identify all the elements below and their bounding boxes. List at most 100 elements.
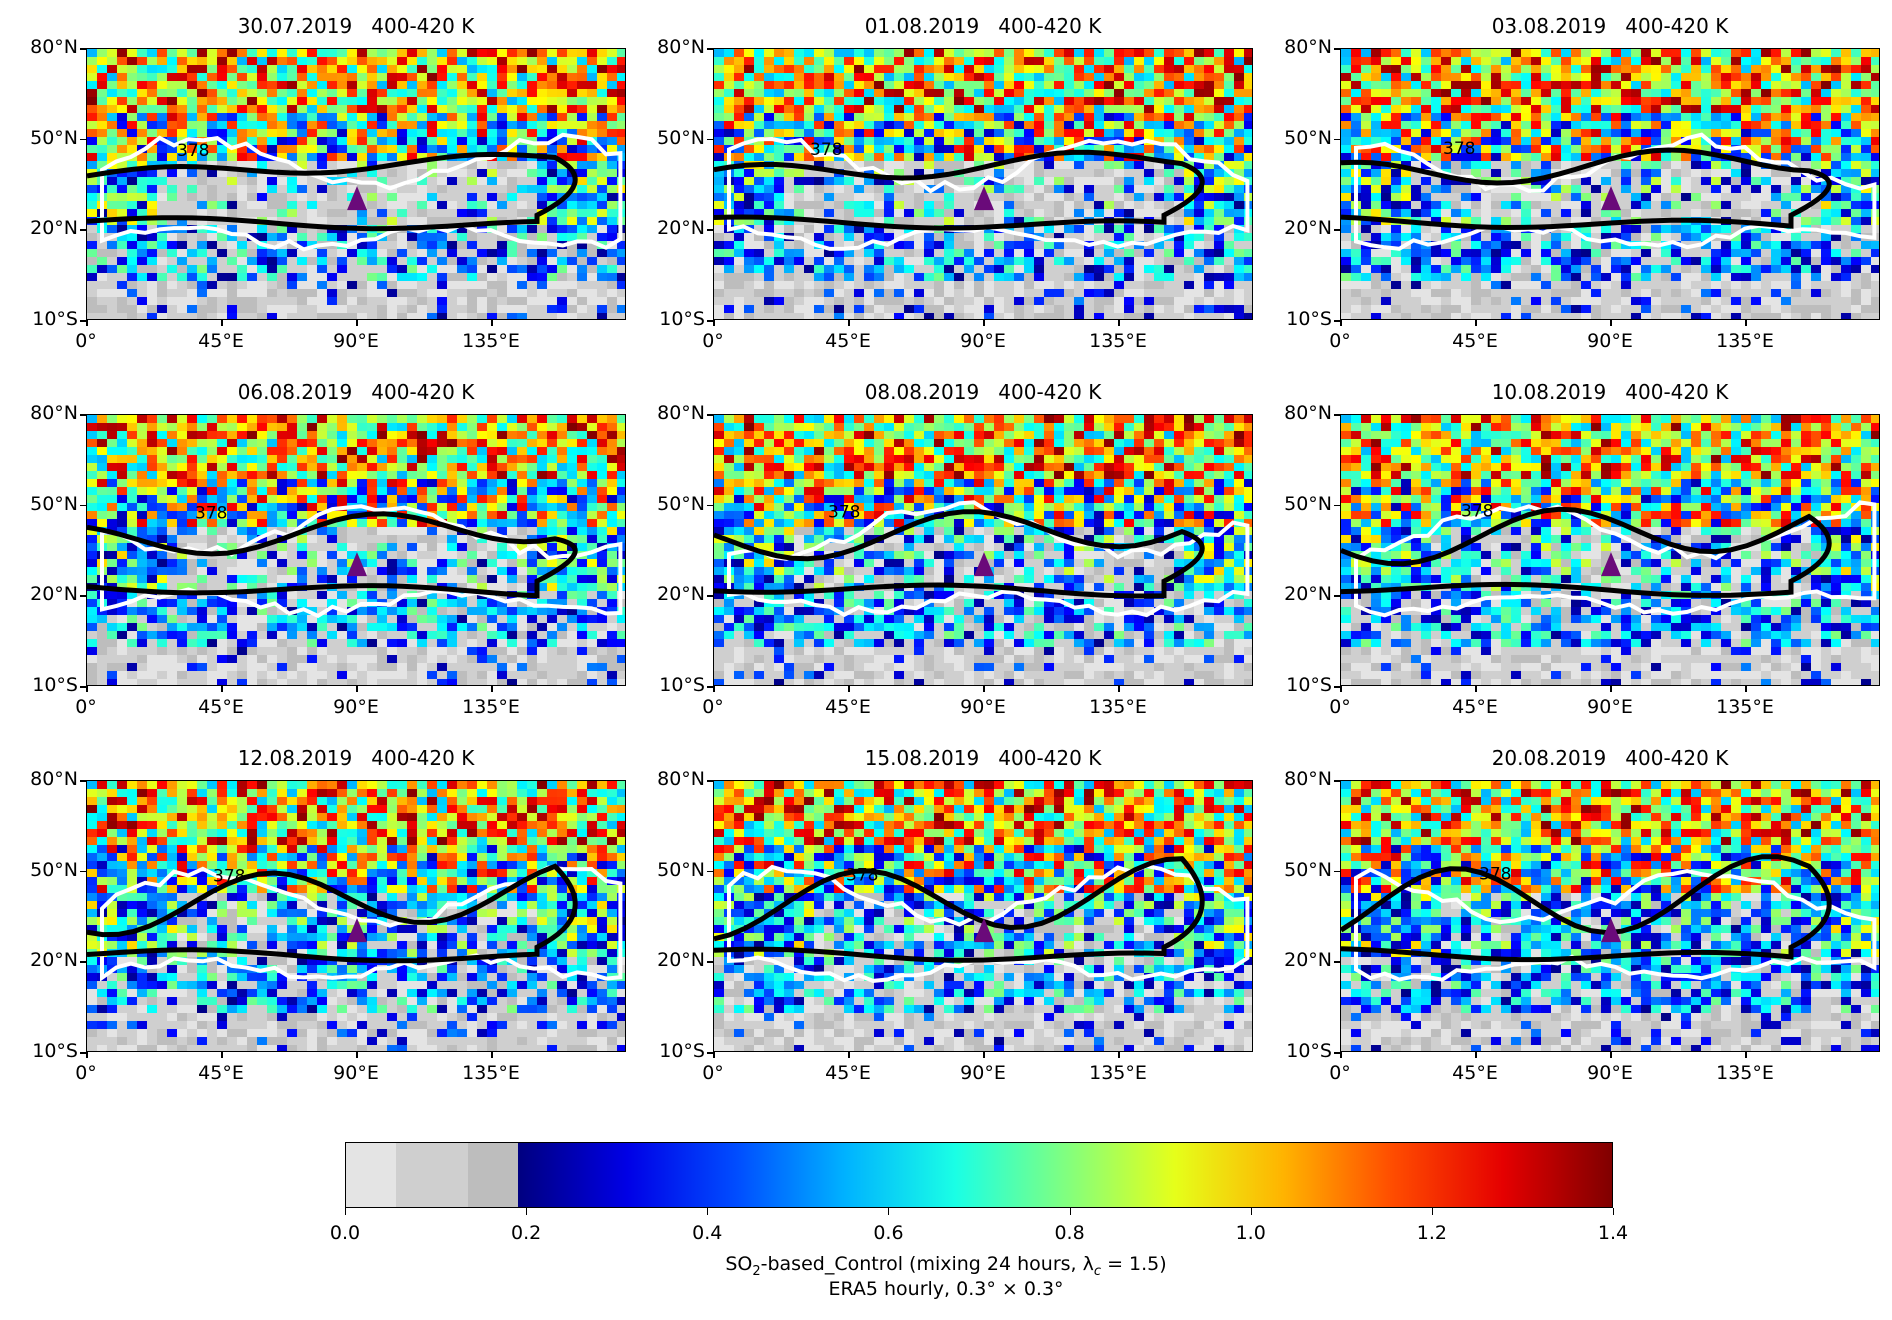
heatmap-cell (1014, 249, 1025, 258)
heatmap-cell (217, 121, 228, 130)
heatmap-cell (1341, 217, 1352, 226)
heatmap-cell (247, 273, 258, 282)
heatmap-cell (1104, 161, 1115, 170)
heatmap-cell (864, 161, 875, 170)
heatmap-cell (1114, 209, 1125, 218)
heatmap-cell (1701, 65, 1712, 74)
heatmap-cell (1034, 241, 1045, 250)
heatmap-cell (1381, 177, 1392, 186)
heatmap-cell (287, 185, 298, 194)
heatmap-cell (457, 65, 468, 74)
heatmap-cell (1461, 105, 1472, 114)
heatmap-cell (527, 145, 538, 154)
heatmap-cell (1691, 49, 1702, 58)
heatmap-cell (1551, 145, 1562, 154)
heatmap-cell (784, 273, 795, 282)
heatmap-cell (1811, 81, 1822, 90)
heatmap-cell (754, 145, 765, 154)
heatmap-cell (1064, 257, 1075, 266)
heatmap-cell (724, 97, 735, 106)
heatmap-cell (607, 225, 618, 234)
heatmap-cell (1441, 73, 1452, 82)
heatmap-cell (307, 193, 318, 202)
heatmap-cell (724, 57, 735, 66)
heatmap-cell (387, 281, 398, 290)
heatmap-cell (1094, 193, 1105, 202)
heatmap-cell (117, 241, 128, 250)
heatmap-cell (137, 305, 148, 314)
heatmap-cell (207, 121, 218, 130)
heatmap-cell (1611, 89, 1622, 98)
heatmap-cell (914, 209, 925, 218)
heatmap-cell (567, 161, 578, 170)
heatmap-cell (207, 145, 218, 154)
heatmap-cell (617, 297, 625, 306)
heatmap-cell (547, 49, 558, 58)
heatmap-cell (467, 81, 478, 90)
heatmap-cell (1611, 121, 1622, 130)
heatmap-cell (467, 281, 478, 290)
heatmap-cell (1381, 81, 1392, 90)
heatmap-cell (437, 169, 448, 178)
heatmap-cell (1721, 177, 1732, 186)
heatmap-cell (894, 257, 905, 266)
heatmap-cell (864, 129, 875, 138)
heatmap-cell (1074, 193, 1085, 202)
heatmap-cell (1361, 145, 1372, 154)
heatmap-cell (447, 249, 458, 258)
heatmap-cell (904, 113, 915, 122)
heatmap-cell (1541, 65, 1552, 74)
heatmap-cell (754, 217, 765, 226)
heatmap-cell (477, 113, 488, 122)
heatmap-cell (854, 137, 865, 146)
heatmap-cell (397, 257, 408, 266)
heatmap-cell (137, 217, 148, 226)
heatmap-cell (1044, 193, 1055, 202)
heatmap-cell (1004, 289, 1015, 298)
heatmap-cell (1024, 161, 1035, 170)
heatmap-cell (1511, 209, 1522, 218)
heatmap-cell (1074, 249, 1085, 258)
heatmap-cell (177, 169, 188, 178)
heatmap-cell (547, 105, 558, 114)
heatmap-cell (467, 273, 478, 282)
heatmap-cell (567, 217, 578, 226)
heatmap-cell (974, 177, 985, 186)
heatmap-cell (517, 209, 528, 218)
heatmap-cell (337, 265, 348, 274)
heatmap-cell (1771, 129, 1782, 138)
heatmap-cell (1084, 225, 1095, 234)
heatmap-cell (207, 297, 218, 306)
heatmap-cell (864, 73, 875, 82)
heatmap-cell (607, 137, 618, 146)
heatmap-cell (137, 225, 148, 234)
heatmap-cell (1014, 305, 1025, 314)
heatmap-cell (1451, 121, 1462, 130)
heatmap-cell (1034, 305, 1045, 314)
heatmap-cell (714, 169, 725, 178)
heatmap-cell (317, 249, 328, 258)
heatmap-cell (874, 185, 885, 194)
heatmap-cell (477, 249, 488, 258)
heatmap-cell (1391, 57, 1402, 66)
heatmap-cell (1771, 97, 1782, 106)
heatmap-cell (964, 281, 975, 290)
heatmap-cell (1194, 281, 1205, 290)
heatmap-cell (1014, 97, 1025, 106)
heatmap-cell (387, 97, 398, 106)
heatmap-cell (1861, 121, 1872, 130)
heatmap-cell (87, 273, 98, 282)
heatmap-cell (1471, 97, 1482, 106)
heatmap-cell (1471, 145, 1482, 154)
heatmap-cell (417, 249, 428, 258)
heatmap-cell (347, 81, 358, 90)
heatmap-cell (1831, 153, 1842, 162)
heatmap-cell (457, 233, 468, 242)
heatmap-cell (1391, 225, 1402, 234)
heatmap-cell (834, 49, 845, 58)
y-tick-label: 80°N (657, 36, 705, 58)
heatmap-cell (1721, 225, 1732, 234)
heatmap-cell (1024, 57, 1035, 66)
heatmap-cell (764, 209, 775, 218)
heatmap-cell (607, 297, 618, 306)
